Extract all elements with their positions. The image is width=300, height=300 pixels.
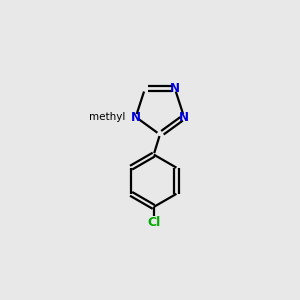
Text: N: N bbox=[179, 110, 189, 124]
Text: methyl: methyl bbox=[88, 112, 125, 122]
Text: Cl: Cl bbox=[147, 216, 160, 229]
Text: N: N bbox=[131, 110, 141, 124]
Text: N: N bbox=[170, 82, 180, 95]
